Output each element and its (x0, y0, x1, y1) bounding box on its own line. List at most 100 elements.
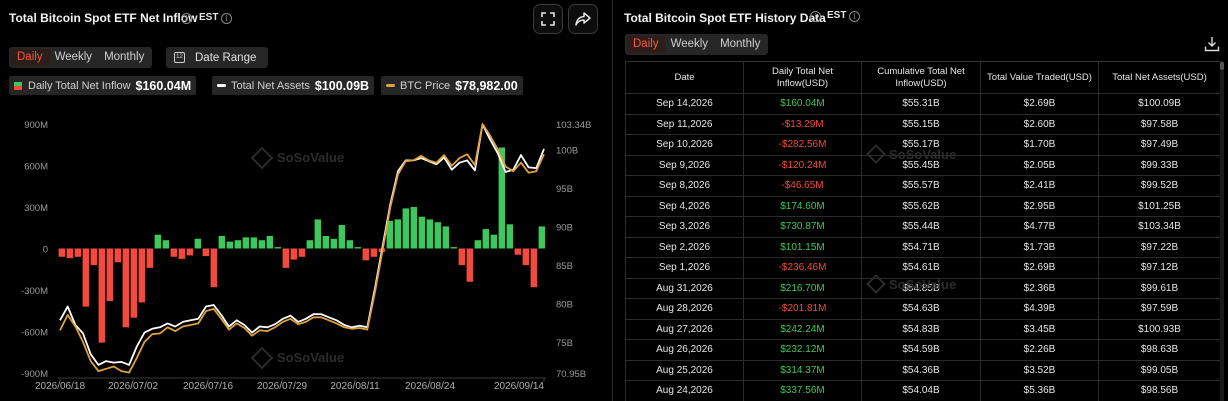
x-axis-tick-label: 2026/08/11 (330, 381, 380, 392)
legend-label: Total Net Assets (231, 79, 310, 92)
table-row[interactable]: Aug 28,2026 -$201.81M $54.63B $4.39B $97.59B (625, 298, 1221, 320)
column-header-date[interactable]: Date (625, 61, 744, 94)
date-range-button[interactable]: 12 Date Range (166, 47, 269, 68)
cell-value-traded: $2.36B (980, 277, 1099, 299)
cell-cumulative-inflow: $55.62B (861, 195, 981, 217)
tab-monthly[interactable]: Monthly (720, 38, 761, 50)
inflow-bar (202, 248, 209, 257)
tab-weekly[interactable]: Weekly (670, 38, 709, 50)
inflow-bar (474, 240, 481, 249)
y-axis-right-tick-label: 75B (556, 338, 573, 349)
column-header-net-assets[interactable]: Total Net Assets(USD) (1098, 61, 1221, 94)
timezone-label: EST (199, 12, 219, 23)
inflow-bar (146, 248, 153, 268)
history-panel-title: Total Bitcoin Spot ETF History Data (624, 11, 826, 25)
cell-value-traded: $1.73B (980, 236, 1099, 258)
cell-daily-inflow: $160.04M (743, 93, 862, 115)
tab-daily[interactable]: Daily (627, 36, 665, 53)
inflow-bar (466, 248, 473, 282)
watermark-logo-icon (250, 146, 274, 170)
y-axis-left-tick-label: -600M (21, 328, 48, 339)
y-axis-left-tick-label: 900M (24, 120, 48, 131)
cell-net-assets: $99.05B (1098, 359, 1221, 381)
table-scrollbar[interactable] (1220, 61, 1224, 401)
cell-cumulative-inflow: $55.44B (861, 216, 981, 238)
inflow-bar (386, 220, 393, 249)
column-header-cumulative-inflow[interactable]: Cumulative Total Net Inflow(USD) (861, 61, 981, 94)
info-icon[interactable]: i (221, 13, 232, 24)
inflow-bar (402, 208, 409, 249)
table-row[interactable]: Sep 2,2026 $101.15M $54.71B $1.73B $97.22B (625, 236, 1221, 258)
inflow-bar (242, 237, 249, 249)
table-row[interactable]: Sep 14,2026 $160.04M $55.31B $2.69B $100.09B (625, 93, 1221, 115)
cell-net-assets: $103.34B (1098, 216, 1221, 238)
inflow-bar (450, 247, 457, 249)
cell-date: Aug 25,2026 (625, 359, 744, 381)
legend-net-assets[interactable]: Total Net Assets $100.09B (212, 76, 375, 95)
table-row[interactable]: Sep 8,2026 -$46.65M $55.57B $2.41B $99.52B (625, 175, 1221, 197)
inflow-bar (346, 240, 353, 249)
legend-value: $78,982.00 (455, 78, 518, 93)
legend-daily-inflow[interactable]: Daily Total Net Inflow $160.04M (9, 76, 197, 95)
cell-daily-inflow: -$46.65M (743, 175, 862, 197)
cell-net-assets: $97.22B (1098, 236, 1221, 258)
watermark-logo-icon (250, 346, 274, 370)
inflow-bar (106, 248, 113, 302)
inflow-bar (330, 238, 337, 249)
inflow-bar (338, 225, 345, 249)
info-icon[interactable]: i (181, 13, 192, 24)
table-row[interactable]: Sep 11,2026 -$13.29M $55.15B $2.60B $97.58B (625, 113, 1221, 135)
column-header-daily-inflow[interactable]: Daily Total Net Inflow(USD) (743, 61, 862, 94)
table-row[interactable]: Sep 4,2026 $174.60M $55.62B $2.95B $101.25B (625, 195, 1221, 217)
table-scrollbar-thumb[interactable] (1220, 62, 1224, 70)
table-row[interactable]: Aug 26,2026 $232.12M $54.59B $2.26B $98.63B (625, 339, 1221, 361)
share-button[interactable] (568, 4, 598, 34)
inflow-bar (306, 240, 313, 249)
cell-date: Aug 28,2026 (625, 298, 744, 320)
inflow-bar (498, 147, 505, 249)
info-icon[interactable]: i (810, 11, 821, 22)
fullscreen-button[interactable] (533, 4, 563, 34)
info-icon[interactable]: i (849, 11, 860, 22)
inflow-chart[interactable]: SoSoValue SoSoValue -900M -600M -300M 0 300M… (0, 100, 612, 401)
x-axis-tick-label: 2026/07/16 (183, 381, 233, 392)
inflow-bar (314, 219, 321, 249)
cell-value-traded: $2.60B (980, 113, 1099, 135)
legend-swatch-icon (386, 84, 395, 87)
download-icon[interactable] (1204, 36, 1220, 52)
table-row[interactable]: Sep 1,2026 -$236.46M $54.61B $2.69B $97.12B (625, 257, 1221, 279)
inflow-bar (66, 248, 73, 259)
table-row[interactable]: Aug 24,2026 $337.56M $54.04B $5.36B $98.56B (625, 380, 1221, 401)
table-row[interactable]: Aug 31,2026 $216.70M $54.85B $2.36B $99.61B (625, 277, 1221, 299)
inflow-bar (322, 236, 329, 249)
inflow-bar (410, 207, 417, 249)
table-row[interactable]: Aug 25,2026 $314.37M $54.36B $3.52B $99.05B (625, 359, 1221, 381)
cell-cumulative-inflow: $54.59B (861, 339, 981, 361)
column-header-value-traded[interactable]: Total Value Traded(USD) (980, 61, 1099, 94)
legend-swatch-icon (14, 81, 22, 90)
cell-net-assets: $100.93B (1098, 318, 1221, 340)
inflow-bar (114, 248, 121, 263)
inflow-bar (266, 236, 273, 249)
cell-cumulative-inflow: $54.71B (861, 236, 981, 258)
cell-cumulative-inflow: $54.63B (861, 298, 981, 320)
legend-btc-price[interactable]: BTC Price $78,982.00 (381, 76, 523, 95)
inflow-bar (122, 248, 129, 328)
inflow-bar (74, 248, 81, 257)
table-row[interactable]: Sep 10,2026 -$282.56M $55.17B $1.70B $97.49B (625, 134, 1221, 156)
tab-weekly[interactable]: Weekly (54, 51, 93, 63)
cell-cumulative-inflow: $55.57B (861, 175, 981, 197)
inflow-bar (354, 247, 361, 249)
inflow-bar (234, 240, 241, 249)
cell-date: Sep 4,2026 (625, 195, 744, 217)
y-axis-right-tick-label: 70.95B (556, 369, 586, 380)
inflow-bar (154, 234, 161, 249)
table-row[interactable]: Aug 27,2026 $242.24M $54.83B $3.45B $100.93B (625, 318, 1221, 340)
cell-net-assets: $97.12B (1098, 257, 1221, 279)
cell-cumulative-inflow: $54.36B (861, 359, 981, 381)
cell-net-assets: $97.49B (1098, 134, 1221, 156)
tab-monthly[interactable]: Monthly (104, 51, 145, 63)
table-row[interactable]: Sep 3,2026 $730.87M $55.44B $4.77B $103.34B (625, 216, 1221, 238)
tab-daily[interactable]: Daily (11, 49, 49, 66)
inflow-bar (282, 248, 289, 268)
